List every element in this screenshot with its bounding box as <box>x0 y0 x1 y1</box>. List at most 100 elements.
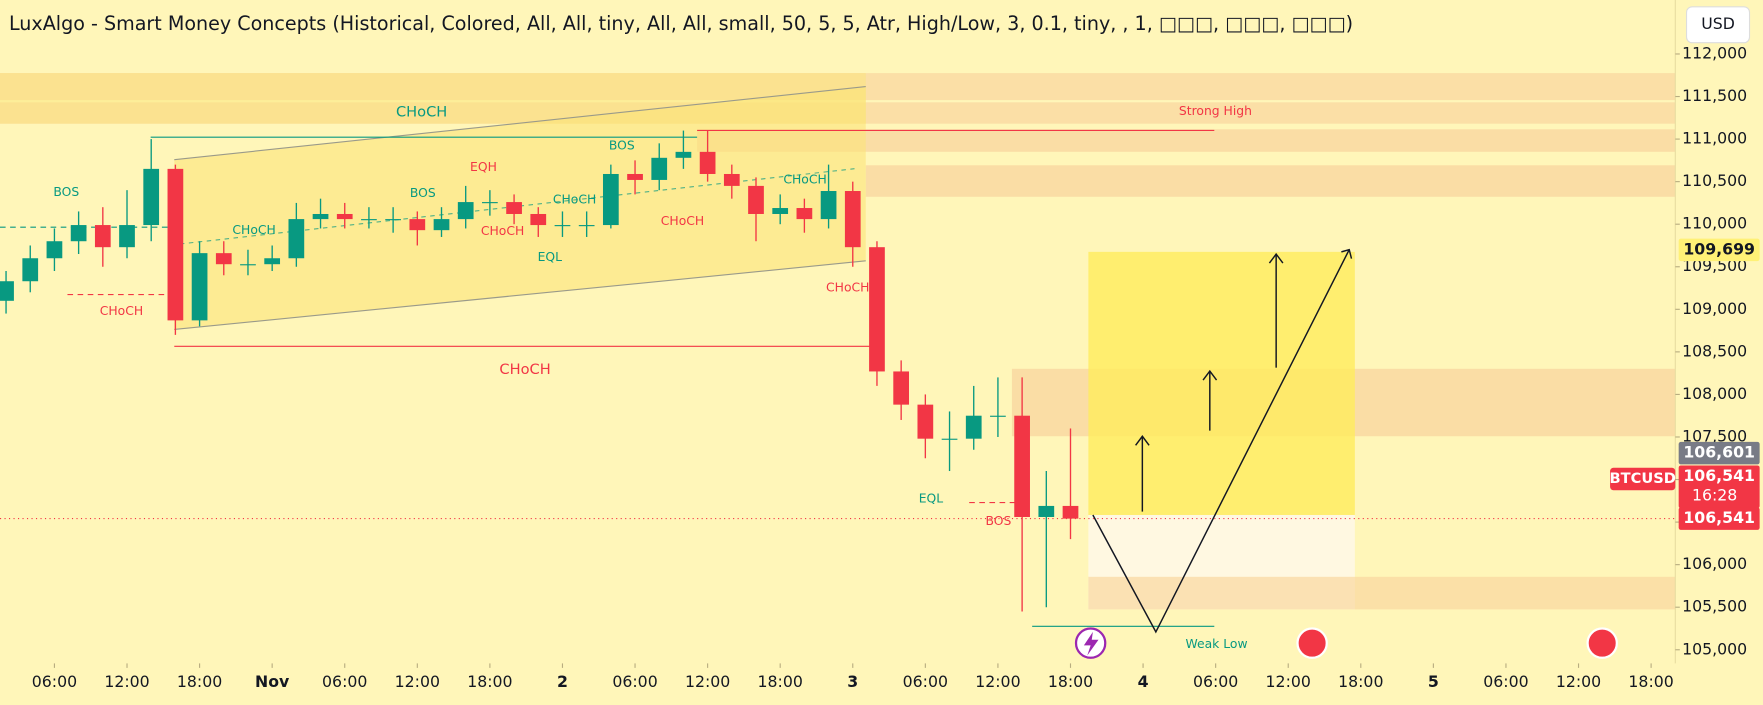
candle-body <box>627 173 643 180</box>
candle-body <box>772 208 789 214</box>
y-tick-label: 109,000 <box>1682 299 1747 318</box>
indicator-title: LuxAlgo - Smart Money Concepts (Historic… <box>9 12 1353 35</box>
x-tick-label: 18:00 <box>1628 672 1673 691</box>
candle-body <box>723 173 740 186</box>
x-tick-label: 18:00 <box>1338 672 1383 691</box>
candle-body <box>990 415 1006 417</box>
annotation: CHoCH <box>232 223 275 237</box>
y-tick-label: 105,000 <box>1682 639 1747 658</box>
candle-body <box>1062 505 1079 519</box>
candle-body <box>893 371 910 405</box>
candle-body <box>215 253 232 265</box>
candle-body <box>167 168 184 321</box>
price-label: 106,601 <box>1683 443 1755 462</box>
candle-body <box>554 225 571 227</box>
candle-body <box>409 219 426 231</box>
annotation: BOS <box>986 514 1012 528</box>
symbol-box <box>1610 467 1676 491</box>
x-tick-label: 06:00 <box>322 672 367 691</box>
candle-body <box>796 208 813 220</box>
candle-body <box>482 202 498 204</box>
zones <box>0 73 1676 627</box>
x-tick-label: 2 <box>557 672 568 691</box>
candle-body <box>506 202 522 214</box>
candle-body <box>119 225 135 248</box>
x-tick-label: Nov <box>255 672 290 691</box>
projection-path <box>1092 249 1350 634</box>
annotation: CHoCH <box>783 172 826 186</box>
candle-body <box>336 213 353 220</box>
x-tick-label: 12:00 <box>975 672 1020 691</box>
candle-body <box>457 202 474 220</box>
annotation: CHoCH <box>661 214 704 228</box>
candle-body <box>675 151 692 158</box>
channel-line <box>174 260 866 331</box>
demand-zone <box>1088 576 1676 610</box>
arrow-head <box>1135 435 1150 446</box>
annotation: EQH <box>470 160 497 174</box>
annotation: EQL <box>919 492 944 506</box>
y-tick-label: 105,500 <box>1682 597 1747 616</box>
x-tick-label: 06:00 <box>903 672 948 691</box>
channel-line <box>174 86 866 161</box>
price-label: 109,699 <box>1683 239 1755 258</box>
x-tick-label: 12:00 <box>104 672 149 691</box>
candle-body <box>288 219 305 259</box>
candle-body <box>1038 505 1055 517</box>
x-tick-label: 06:00 <box>1193 672 1238 691</box>
x-tick-label: 18:00 <box>758 672 803 691</box>
annotation: Strong High <box>1179 104 1252 118</box>
annotation: CHoCH <box>396 103 447 120</box>
candle-body <box>820 191 837 220</box>
event-icons[interactable] <box>1074 627 1618 659</box>
x-tick-label: 06:00 <box>612 672 657 691</box>
target-box <box>1088 251 1355 515</box>
candle-body <box>191 253 208 321</box>
candle-body <box>143 168 160 226</box>
candles <box>0 130 1079 612</box>
candle-body <box>844 191 861 248</box>
arrow-head <box>1341 248 1353 259</box>
candle-body <box>530 213 547 226</box>
x-tick-label: 12:00 <box>395 672 440 691</box>
supply-zone <box>697 129 1676 152</box>
annotation: Weak Low <box>1186 637 1248 651</box>
x-tick-label: 06:00 <box>1483 672 1528 691</box>
candle-body <box>869 247 885 372</box>
price-label: 106,541 <box>1683 466 1755 485</box>
annotation: BOS <box>609 139 635 153</box>
candle-body <box>70 225 87 242</box>
x-tick-label: 18:00 <box>467 672 512 691</box>
candle-body <box>917 404 934 439</box>
candle-body <box>965 415 982 439</box>
y-tick-label: 112,000 <box>1682 43 1747 62</box>
candle-body <box>240 264 256 266</box>
event-icon[interactable] <box>1296 627 1328 659</box>
price-label-box <box>1678 465 1760 509</box>
drawings <box>1092 248 1353 634</box>
y-tick-label: 110,500 <box>1682 171 1747 190</box>
annotation: BOS <box>53 185 79 199</box>
event-icon[interactable] <box>1586 627 1618 659</box>
candle-body <box>385 219 401 221</box>
candle-body <box>94 225 111 248</box>
candle-body <box>46 241 63 259</box>
x-tick-label: 5 <box>1428 672 1439 691</box>
candle-body <box>0 281 14 301</box>
x-tick-label: 12:00 <box>1556 672 1601 691</box>
candle-body <box>1014 415 1030 517</box>
y-tick-label: 108,500 <box>1682 341 1747 360</box>
candle-body <box>361 219 377 221</box>
x-tick-label: 12:00 <box>685 672 730 691</box>
y-tick-label: 111,000 <box>1682 129 1747 148</box>
annotation: EQL <box>538 250 563 264</box>
currency[interactable]: USD <box>1701 14 1735 33</box>
candle-body <box>602 173 619 226</box>
candle-body <box>22 258 39 282</box>
annotation: CHoCH <box>553 193 596 207</box>
currency-button[interactable] <box>1685 6 1751 44</box>
x-tick-label: 12:00 <box>1266 672 1311 691</box>
lightning <box>1083 631 1099 656</box>
candle-body <box>941 438 958 440</box>
x-tick-label: 06:00 <box>32 672 77 691</box>
